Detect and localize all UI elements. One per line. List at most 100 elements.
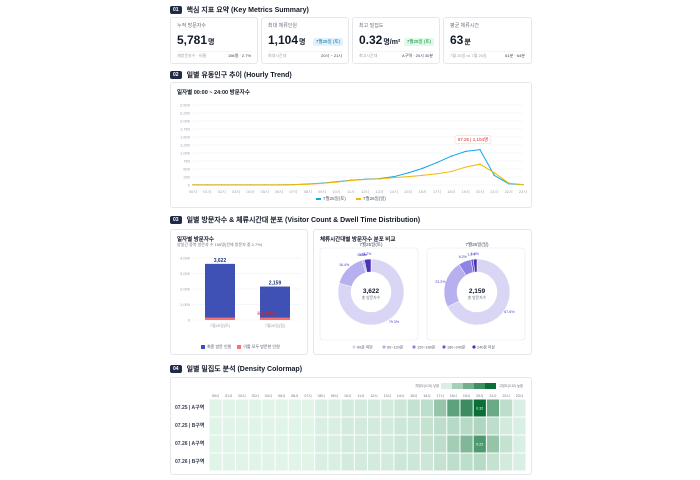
series-line-2 xyxy=(192,163,524,186)
heatmap-cell xyxy=(209,435,222,453)
y-tick-label: 750 xyxy=(183,159,190,164)
x-tick-label: 23시 xyxy=(516,393,523,398)
x-tick-label: 02시 xyxy=(238,393,245,398)
donut-title: 7월26일(일) xyxy=(466,242,489,248)
section-number: 04 xyxy=(170,365,182,373)
overlap-label: 중복: 156명 xyxy=(257,311,275,316)
heatmap-cell xyxy=(262,453,275,471)
heatmap-cell xyxy=(275,399,288,417)
heatmap-cell xyxy=(434,399,447,417)
legend-item-0726: 7월26일(일) xyxy=(355,196,386,202)
kpi-card-avg-dwell: 평균 체류시간 63분 7월 25일 vs 7월 26일 61분 · 64분 xyxy=(443,17,532,64)
legend-label: 240분 이상 xyxy=(477,345,495,350)
legend-label: 180~240분 xyxy=(447,345,466,350)
x-tick-label: 18시 xyxy=(450,393,457,398)
x-tick-label: 00시 xyxy=(189,189,197,194)
x-tick-label: 23시 xyxy=(519,189,527,194)
y-tick-label: 1,000 xyxy=(180,302,191,307)
heatmap-cell xyxy=(354,417,367,435)
heatmap-cell xyxy=(420,417,434,435)
heatmap-cell xyxy=(341,435,354,453)
scale-step xyxy=(474,383,485,389)
donut-total: 3,622 xyxy=(363,288,380,295)
heatmap-cell xyxy=(513,399,526,417)
heatmap-cell xyxy=(288,399,301,417)
heatmap-cell xyxy=(315,435,328,453)
overlap-bar-2 xyxy=(260,317,290,320)
heatmap-row-label: 07.26 | B구역 xyxy=(175,459,205,465)
x-tick-label: 05시 xyxy=(261,189,269,194)
kpi-label: 최고 밀집도 xyxy=(359,23,384,29)
heatmap-cell xyxy=(249,399,262,417)
scale-step xyxy=(463,383,474,389)
heatmap-cell xyxy=(473,417,486,435)
heatmap-cell xyxy=(381,453,394,471)
kpi-footer: 최대시간대 20시 ~ 21시 xyxy=(268,53,342,58)
x-tick-label: 11시 xyxy=(357,393,364,398)
data-point xyxy=(522,183,524,186)
legend-swatch xyxy=(412,345,416,349)
heatmap-cell xyxy=(460,453,473,471)
heatmap-cell xyxy=(209,417,222,435)
heatmap-cell xyxy=(420,435,434,453)
heatmap-cell xyxy=(394,435,407,453)
heatmap-cell xyxy=(420,399,434,417)
x-tick-label: 21시 xyxy=(490,189,498,194)
scale-step xyxy=(452,383,463,389)
x-tick-label: 08시 xyxy=(304,189,312,194)
heatmap-cell xyxy=(341,453,354,471)
data-point xyxy=(335,181,338,183)
heatmap-cell xyxy=(354,435,367,453)
trend-chart-title: 일자별 00:00 ~ 24:00 방문자수 xyxy=(177,90,250,96)
legend-item-both: 이틀 모두 방문한 인원 xyxy=(237,344,280,350)
data-point xyxy=(220,184,223,186)
heatmap-cell xyxy=(486,417,500,435)
x-tick-label: 03시 xyxy=(232,189,240,194)
heatmap-row-label: 07.25 | A구역 xyxy=(175,405,205,411)
heatmap-cell xyxy=(249,417,262,435)
donut-total-label: 총 방문자수 xyxy=(362,295,381,300)
x-tick-label: 04시 xyxy=(265,393,272,398)
section-title: 일별 유동인구 추이 (Hourly Trend) xyxy=(186,72,292,79)
heatmap-cell xyxy=(434,435,447,453)
heatmap-cell xyxy=(209,399,222,417)
x-tick-label: 09시 xyxy=(318,189,326,194)
x-tick-label: 14시 xyxy=(390,189,398,194)
heatmap-row-label: 07.25 | B구역 xyxy=(175,423,205,429)
bar-legend: 최종 방문 인원 이틀 모두 방문한 인원 xyxy=(201,344,280,350)
data-point xyxy=(235,184,237,186)
heatmap-cell xyxy=(513,435,526,453)
x-tick-label: 13시 xyxy=(375,189,383,194)
x-tick-label: 20시 xyxy=(476,189,484,194)
slice-label: 79.3% xyxy=(389,320,400,324)
bar-2 xyxy=(260,286,290,320)
heatmap-cell xyxy=(328,435,341,453)
data-point xyxy=(436,173,438,175)
x-tick-label: 12시 xyxy=(361,189,369,194)
section-header-distribution: 03 일별 방문자수 & 체류시간대 분포 (Visitor Count & D… xyxy=(170,215,420,225)
section-title: 일별 밀집도 분석 (Density Colormap) xyxy=(186,366,303,373)
data-point xyxy=(264,184,266,186)
y-tick-label: 250 xyxy=(183,175,190,180)
heatmap-cell xyxy=(447,453,460,471)
data-point xyxy=(307,183,309,185)
heatmap-cell xyxy=(381,399,394,417)
data-point xyxy=(464,150,467,153)
date-badge: 7월25일 (토) xyxy=(403,38,434,46)
overlap-bar-1 xyxy=(205,317,235,320)
kpi-card-max-occupancy: 최대 체류인원 1,104명 7월25일 (토) 최대시간대 20시 ~ 21시 xyxy=(261,17,349,64)
heatmap-cell-label: 0.22 xyxy=(476,443,483,447)
heatmap-cell xyxy=(420,453,434,471)
heatmap-cell xyxy=(222,399,235,417)
heatmap-cell xyxy=(328,399,341,417)
x-tick-label: 04시 xyxy=(246,189,254,194)
kpi-value: 63분 xyxy=(450,33,471,47)
x-tick-label: 06시 xyxy=(275,189,283,194)
heatmap-cell xyxy=(500,399,513,417)
heatmap-cell xyxy=(262,417,275,435)
kpi-footer: 7월 25일 vs 7월 26일 61분 · 64분 xyxy=(450,53,525,58)
heatmap-cell xyxy=(222,435,235,453)
heatmap-cell xyxy=(249,435,262,453)
heatmap-cell xyxy=(447,399,460,417)
y-tick-label: 0 xyxy=(188,318,191,323)
